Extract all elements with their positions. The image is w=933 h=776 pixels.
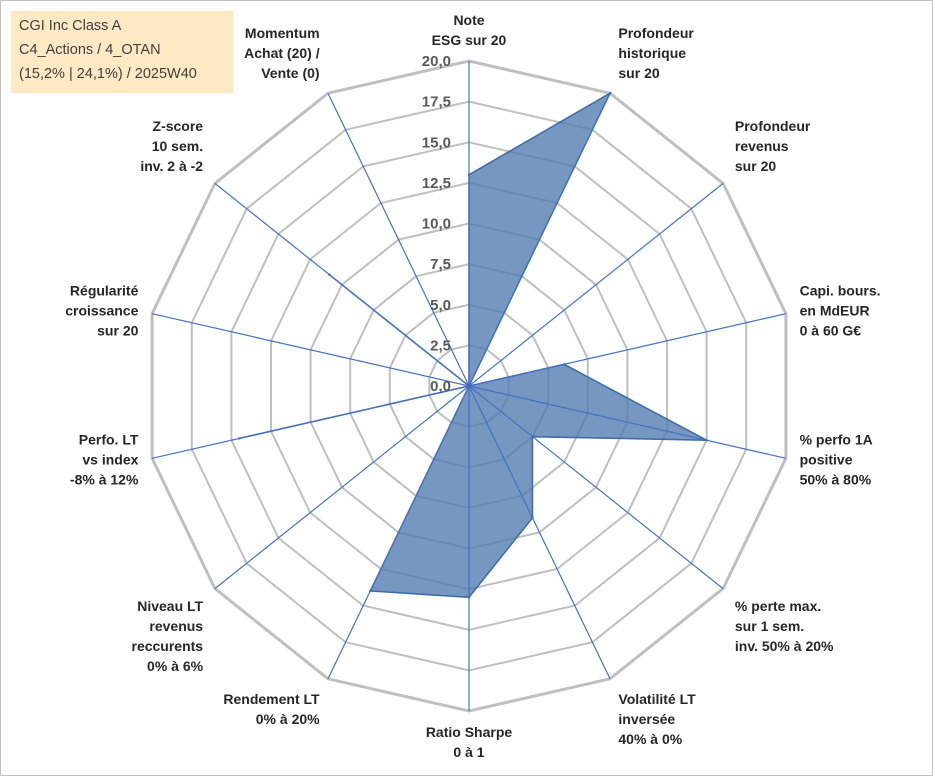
axis-label-line: revenus: [149, 618, 203, 634]
axis-label-line: Volatilité LT: [618, 691, 696, 707]
spoke-5: [468, 385, 724, 590]
axis-label-line: historique: [618, 45, 686, 61]
axis-label-line: sur 20: [735, 158, 776, 174]
spoke-1: [468, 92, 611, 387]
spoke-3: [468, 313, 787, 387]
axis-label-line: 0% à 6%: [147, 658, 204, 674]
axis-label-line: Régularité: [70, 283, 139, 299]
axis-label-line: Z-score: [153, 118, 204, 134]
data-point-5: [531, 435, 534, 438]
spoke-11: [151, 313, 470, 387]
axis-label-line: 50% à 80%: [800, 472, 872, 488]
spoke-4: [468, 385, 787, 459]
axis-label-line: croissance: [65, 303, 138, 319]
security-category: C4_Actions / 4_OTAN: [19, 42, 161, 58]
axis-label-line: Niveau LT: [137, 598, 203, 614]
axis-label-line: sur 20: [97, 323, 138, 339]
axis-label-9: Niveau LT revenus reccurents 0% à 6%: [132, 598, 204, 674]
data-point-1: [608, 92, 612, 95]
axis-label-line: Ratio Sharpe: [426, 724, 513, 740]
axis-label-line: vs index: [82, 452, 138, 468]
axis-label-0: Note ESG sur 20: [432, 12, 507, 48]
axis-label-12: Z-score 10 sem. inv. 2 à -2: [140, 118, 203, 174]
tick-label: 15,0: [422, 134, 451, 151]
axis-label-8: Rendement LT 0% à 20%: [223, 691, 320, 727]
security-name: CGI Inc Class A: [19, 18, 122, 34]
data-point-12: [328, 273, 331, 276]
axis-label-4: % perfo 1A positive 50% à 80%: [800, 432, 873, 488]
axis-label-line: Profondeur: [735, 118, 811, 134]
axis-label-line: inv. 2 à -2: [140, 158, 203, 174]
spoke-9: [214, 385, 470, 590]
axis-label-2: Profondeur revenus sur 20: [735, 118, 811, 174]
axis-label-line: -8% à 12%: [70, 472, 139, 488]
axis-label-line: 0 à 1: [453, 744, 484, 760]
axis-label-line: Capi. bours.: [800, 283, 881, 299]
axis-label-line: inversée: [618, 711, 675, 727]
axis-label-line: Vente (0): [261, 65, 319, 81]
spoke-10: [151, 385, 470, 459]
tick-label: 17,5: [422, 94, 451, 111]
axis-label-1: Profondeur historique sur 20: [618, 25, 694, 81]
tick-label: 10,0: [422, 216, 451, 233]
axis-label-line: Note: [453, 12, 484, 28]
axis-label-line: Achat (20) /: [244, 45, 320, 61]
axis-label-line: inv. 50% à 20%: [735, 638, 834, 654]
axis-label-line: sur 1 sem.: [735, 618, 804, 634]
tick-label: 5,0: [430, 297, 451, 314]
security-info-box: CGI Inc Class A C4_Actions / 4_OTAN (15,…: [11, 11, 233, 93]
axis-label-3: Capi. bours. en MdEUR 0 à 60 G€: [800, 283, 881, 339]
data-point-10: [238, 437, 241, 440]
spoke-8: [327, 385, 470, 680]
axis-label-10: Perfo. LT vs index -8% à 12%: [70, 432, 139, 488]
axis-label-11: Régularité croissance sur 20: [65, 283, 138, 339]
data-point-3: [562, 363, 566, 366]
tick-label: 12,5: [422, 175, 451, 192]
tick-label: 0,0: [430, 378, 451, 395]
data-point-0: [467, 173, 471, 176]
security-stats: (15,2% | 24,1%) / 2025W40: [19, 66, 197, 82]
axis-label-line: 0% à 20%: [256, 711, 320, 727]
axis-label-line: 0 à 60 G€: [800, 323, 862, 339]
tick-label: 7,5: [430, 256, 451, 273]
axis-label-line: positive: [800, 452, 853, 468]
axis-label-line: ESG sur 20: [432, 32, 507, 48]
axis-label-line: % perfo 1A: [800, 432, 873, 448]
axis-label-line: 40% à 0%: [618, 731, 682, 747]
data-point-7: [467, 596, 471, 599]
series-area: [239, 91, 707, 599]
axis-label-line: % perte max.: [735, 598, 821, 614]
axis-label-line: reccurents: [132, 638, 204, 654]
tick-label: 2,5: [430, 337, 451, 354]
axis-label-line: 10 sem.: [152, 138, 203, 154]
axis-label-line: Momentum: [245, 25, 320, 41]
tick-label: 20,0: [422, 53, 451, 70]
data-point-4: [705, 439, 708, 442]
spoke-13: [327, 92, 470, 387]
axis-label-13: Momentum Achat (20) / Vente (0): [244, 25, 320, 81]
data-point-13: [467, 384, 471, 388]
data-point-8: [369, 589, 372, 593]
axis-label-6: Volatilité LT inversée 40% à 0%: [618, 691, 696, 747]
axis-label-7: Ratio Sharpe 0 à 1: [426, 724, 513, 760]
axis-label-line: Perfo. LT: [79, 432, 139, 448]
axis-label-5: % perte max. sur 1 sem. inv. 50% à 20%: [735, 598, 834, 654]
axis-label-line: revenus: [735, 138, 789, 154]
spoke-12: [214, 182, 470, 387]
spoke-6: [468, 385, 611, 680]
axis-label-line: Profondeur: [618, 25, 694, 41]
axis-label-line: sur 20: [618, 65, 659, 81]
axis-label-line: en MdEUR: [800, 303, 870, 319]
data-point-6: [531, 516, 534, 519]
spoke-2: [468, 182, 724, 387]
axis-label-line: Rendement LT: [223, 691, 320, 707]
